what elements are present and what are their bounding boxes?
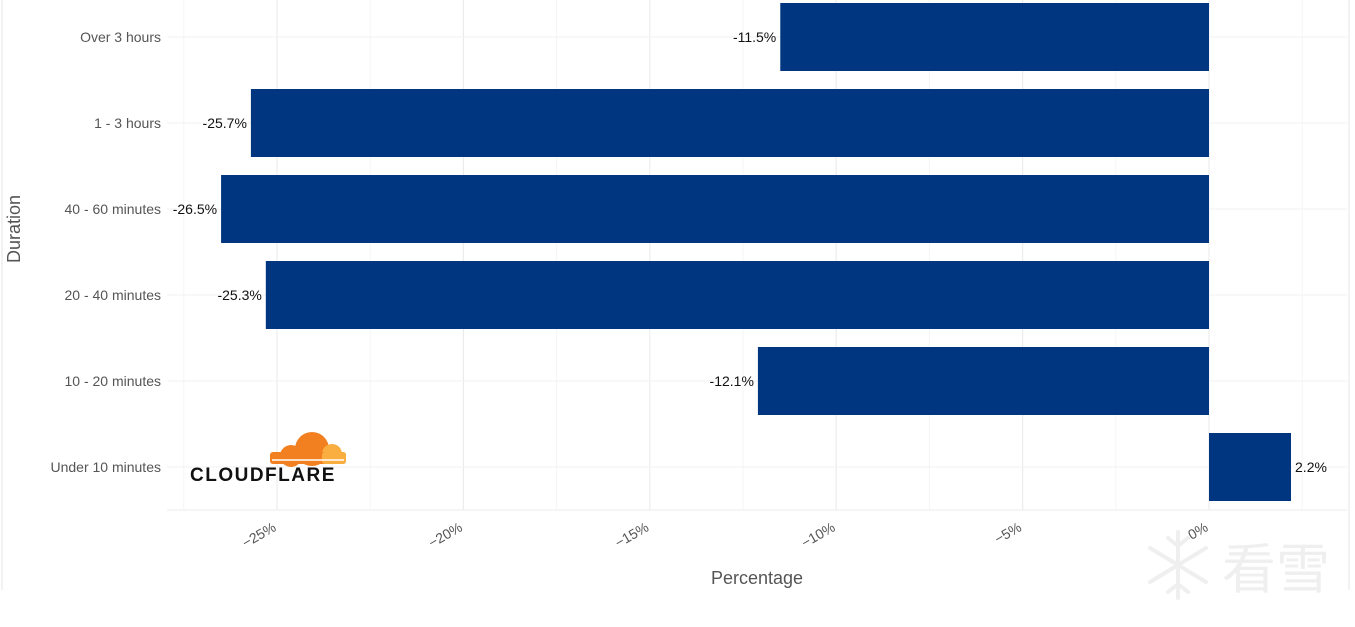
data-labels-layer: -11.5% -25.7% -26.5% -25.3% -12.1% 2.2%: [173, 29, 1327, 475]
y-tick-label: 1 - 3 hours: [94, 115, 161, 131]
x-axis-title: Percentage: [711, 568, 803, 588]
snowflake-icon: [1148, 530, 1208, 600]
y-tick-label: 40 - 60 minutes: [65, 201, 162, 217]
cloudflare-wordmark: CLOUDFLARE: [190, 465, 336, 486]
bar: [757, 347, 1209, 415]
bar-value-label: -25.3%: [217, 287, 261, 303]
bar: [250, 89, 1210, 157]
grid-layer: [167, 0, 1347, 511]
y-tick-labels: Over 3 hours 1 - 3 hours 40 - 60 minutes 20…: [50, 29, 161, 475]
x-tick-label: −15%: [612, 519, 651, 551]
x-tick-label: −5%: [991, 519, 1024, 547]
bars-layer: [221, 3, 1292, 501]
y-tick-label: 10 - 20 minutes: [65, 373, 162, 389]
watermark-text: 看雪: [1222, 540, 1330, 600]
x-tick-label: −20%: [426, 519, 465, 551]
cloudflare-logo: CLOUDFLARE: [190, 432, 346, 486]
x-tick-label: −10%: [798, 519, 837, 551]
bar-value-label: -25.7%: [203, 115, 247, 131]
x-tick-label: −25%: [239, 519, 278, 551]
y-axis-title: Duration: [4, 195, 24, 263]
y-tick-label: 20 - 40 minutes: [65, 287, 162, 303]
bar-value-label: -11.5%: [733, 29, 776, 45]
y-tick-label: Over 3 hours: [80, 29, 161, 45]
bar-value-label: 2.2%: [1295, 459, 1327, 475]
x-tick-labels: −25% −20% −15% −10% −5% 0%: [239, 519, 1210, 551]
bar-value-label: -26.5%: [173, 201, 217, 217]
bar: [265, 261, 1209, 329]
cloud-icon: [270, 432, 346, 467]
bar: [780, 3, 1209, 71]
bar-value-label: -12.1%: [710, 373, 754, 389]
y-tick-label: Under 10 minutes: [50, 459, 161, 475]
bar: [1209, 433, 1292, 501]
watermark: 看雪: [1148, 530, 1330, 600]
bar: [221, 175, 1209, 243]
